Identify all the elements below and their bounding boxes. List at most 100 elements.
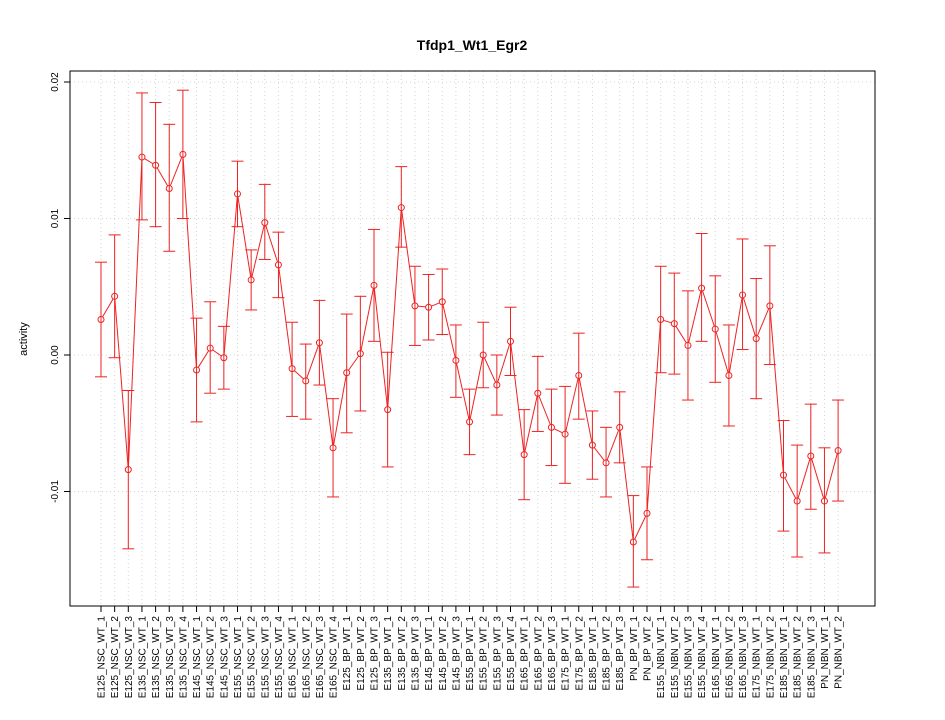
series-line-segment [102, 298, 114, 318]
x-tick-label: E135_BP_WT_1 [383, 616, 394, 691]
series-line-segment [688, 291, 702, 343]
series-line-segment [373, 288, 388, 407]
error-bar [217, 325, 230, 390]
x-tick-label: E165_BP_WT_3 [547, 616, 558, 691]
series-line-segment [333, 375, 347, 445]
x-tick-label: E125_BP_WT_1 [342, 616, 353, 691]
data-point [452, 356, 460, 364]
x-tick-label: PN_NBN_WT_1 [820, 616, 831, 689]
x-tick-label: E155_NSC_WT_1 [233, 616, 244, 699]
x-tick-label: E125_NSC_WT_2 [110, 616, 121, 699]
data-point [698, 284, 706, 292]
x-tick-label: E175_NBN_WT_2 [765, 616, 776, 699]
series-line-segment [702, 290, 715, 327]
series-line-segment [538, 396, 551, 425]
series-line-segment [811, 458, 825, 499]
data-point [315, 339, 323, 347]
x-tick-label: E155_BP_WT_1 [465, 616, 476, 691]
error-bar [695, 233, 708, 342]
x-tick-label: E145_NSC_WT_3 [219, 616, 230, 699]
error-bar [572, 332, 585, 420]
error-bar [436, 268, 449, 336]
error-bar [258, 183, 271, 260]
x-tick-label: E145_BP_WT_3 [451, 616, 462, 691]
error-bar [395, 166, 408, 248]
series-line-segment [319, 345, 334, 445]
error-bar [641, 466, 653, 561]
series-line-segment [797, 458, 811, 499]
data-point [138, 153, 146, 161]
series-line-segment [144, 158, 154, 165]
x-axis: E125_NSC_WT_1 E125_NSC_WT_2 E125_NSC_WT_3 E… [97, 606, 845, 698]
data-point [820, 497, 828, 505]
x-tick-label: E175_NBN_WT_1 [752, 616, 763, 699]
x-tick-label: E175_BP_WT_1 [561, 616, 572, 691]
x-tick-label: E145_NSC_WT_1 [192, 616, 203, 699]
x-tick-label: E185_NBN_WT_3 [806, 616, 817, 699]
y-tick-label: -0.01 [50, 480, 61, 503]
error-bar [545, 388, 558, 467]
data-point [739, 291, 747, 299]
error-bar [449, 324, 462, 398]
data-point [534, 389, 542, 397]
error-bar [422, 273, 435, 341]
series-line-segment [418, 305, 426, 308]
error-bar [490, 354, 503, 416]
error-bar [176, 89, 189, 219]
data-point [343, 369, 351, 377]
x-tick-label: E125_NSC_WT_1 [97, 616, 108, 699]
data-point [288, 365, 296, 373]
series-line-segment [306, 345, 319, 379]
error-bar [518, 409, 531, 501]
x-tick-label: E145_BP_WT_1 [424, 616, 435, 691]
series-line-segment [769, 309, 784, 472]
x-tick-label: PN_BP_WT_1 [629, 616, 640, 681]
x-tick-label: E155_NBN_WT_1 [656, 616, 667, 699]
error-bar [231, 160, 244, 228]
data-point [165, 184, 173, 192]
series-line-segment [456, 363, 470, 419]
series-line-segment [524, 396, 538, 452]
series-line-segment [619, 430, 634, 539]
y-axis-label: activity [18, 322, 30, 356]
x-tick-label: E165_NBN_WT_2 [724, 616, 735, 699]
data-point [670, 320, 678, 328]
series-line-segment [387, 210, 402, 407]
x-tick-label: E165_NBN_WT_3 [738, 616, 749, 699]
series-line-segment [127, 160, 143, 467]
series-line-segment [223, 197, 238, 355]
data-point [834, 447, 842, 455]
series-line-segment [728, 298, 743, 373]
series [95, 89, 845, 588]
series-line-segment [510, 344, 525, 452]
error-bar [354, 295, 367, 412]
error-bar [627, 495, 640, 588]
error-bar [327, 398, 340, 498]
x-tick-label: E145_BP_WT_2 [438, 616, 449, 691]
x-tick-label: E165_BP_WT_2 [533, 616, 544, 691]
error-bar [122, 389, 135, 550]
data-point [247, 276, 255, 284]
data-point [111, 292, 119, 300]
series-line-segment [675, 326, 687, 343]
series-line-segment [278, 268, 293, 366]
data-point [507, 337, 514, 345]
series-line-segment [469, 358, 484, 419]
data-point [575, 371, 583, 379]
grid [70, 71, 875, 606]
data-point [234, 190, 241, 198]
error-bar [95, 261, 107, 378]
error-bar [722, 324, 735, 427]
x-tick-label: E125_BP_WT_3 [370, 616, 381, 691]
x-tick-label: E155_NSC_WT_4 [274, 616, 285, 699]
series-line-segment [401, 210, 416, 303]
series-line-segment [484, 357, 496, 383]
x-tick-label: E135_BP_WT_2 [397, 616, 408, 691]
error-bar [804, 403, 817, 510]
x-tick-label: E165_NSC_WT_2 [301, 616, 312, 699]
data-point [780, 471, 787, 479]
series-line-segment [756, 308, 770, 336]
data-point [547, 423, 555, 431]
data-point [206, 344, 214, 352]
data-point [684, 341, 692, 349]
